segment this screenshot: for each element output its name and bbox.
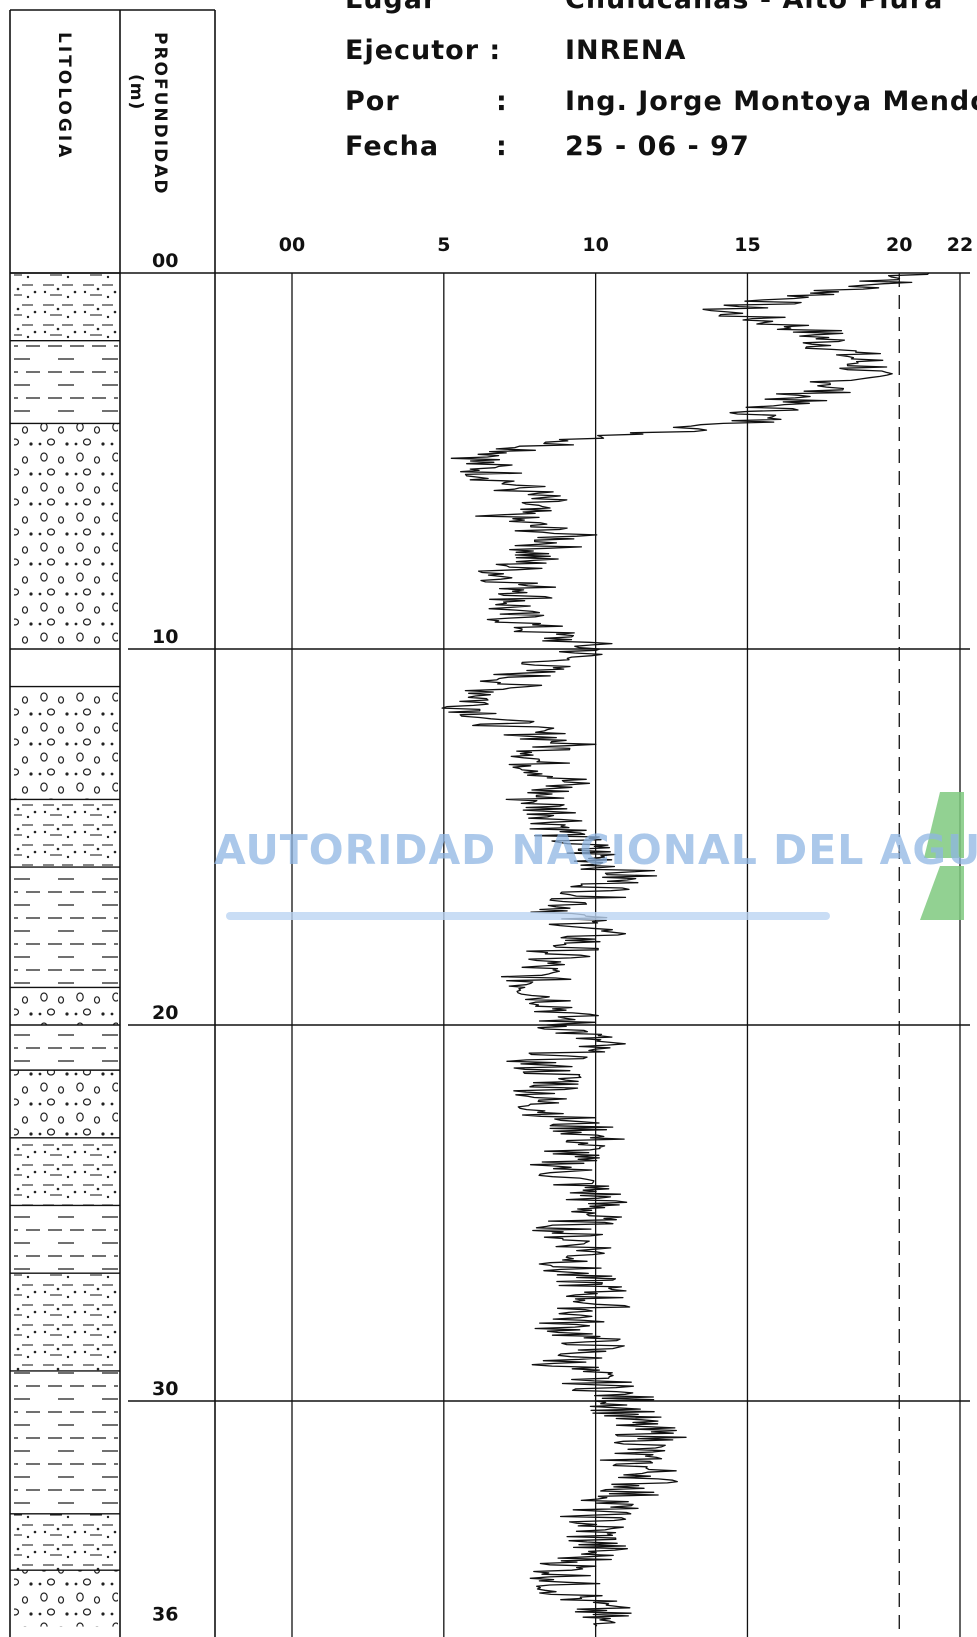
ana-logo-icon [920,792,964,920]
series-layer [441,272,930,1627]
chart-frame [9,9,970,1637]
por-value: Ing. Jorge Montoya Mendo [565,86,977,117]
x-tick-label-00: 00 [279,234,305,256]
lithology-layer-silty-sand [14,1137,118,1206]
lithology-column [10,272,120,1627]
lithology-layer-clay [14,1370,118,1514]
y-tick-label-00: 00 [152,250,178,272]
profundidad-unit: (m) [126,74,146,111]
lithology-layer-gravel [14,987,118,1025]
litologia-column-title: LITOLOGIA [54,32,74,161]
lithology-layer-clay [14,867,118,988]
x-tick-label-5: 5 [437,234,450,256]
lithology-layer-gravel [14,423,118,649]
lugar-label: Lugar [345,0,437,15]
lithology-layer-gravel [14,1070,118,1138]
y-tick-label-36: 36 [152,1604,178,1626]
axis-ticks: 00 5 10 15 20 22 00 10 20 30 36 [152,234,973,1626]
watermark-underline [226,912,830,920]
chart-grid [128,273,970,1637]
series-line [441,272,930,1627]
y-tick-label-10: 10 [152,626,178,648]
fecha-colon: : [496,131,508,162]
lithology-layer-clay [14,1205,118,1274]
profundidad-column-title: PROFUNDIDAD [150,32,170,196]
header-block: Lugar Chulucanas - Alto Piura Ejecutor :… [0,0,977,260]
x-tick-label-20: 20 [886,234,912,256]
fecha-value: 25 - 06 - 97 [565,131,750,162]
lugar-value: Chulucanas - Alto Piura [565,0,943,15]
lithology-layer-clay [14,1025,118,1071]
por-colon: : [496,86,508,117]
y-tick-label-20: 20 [152,1002,178,1024]
fecha-label: Fecha [345,131,440,162]
lithology-layer-silty-sand [14,273,118,341]
x-tick-label-15: 15 [734,234,760,256]
lithology-layer-gravel [14,1570,118,1627]
lithology-layer-clay [14,340,118,424]
watermark-text: AUTORIDAD NACIONAL DEL AGUA [214,826,977,874]
lithology-layer-silty-sand [14,1273,118,1371]
ejecutor-value: INRENA [565,35,687,66]
x-tick-label-10: 10 [582,234,608,256]
lithology-layer-silty-sand [14,799,118,868]
por-label: Por [345,86,400,117]
x-tick-label-22: 22 [947,234,973,256]
lithology-layer-silty-sand [14,1513,118,1571]
ejecutor-label: Ejecutor : [345,35,502,66]
y-tick-label-30: 30 [152,1378,178,1400]
lithology-layer-gravel [14,686,118,800]
